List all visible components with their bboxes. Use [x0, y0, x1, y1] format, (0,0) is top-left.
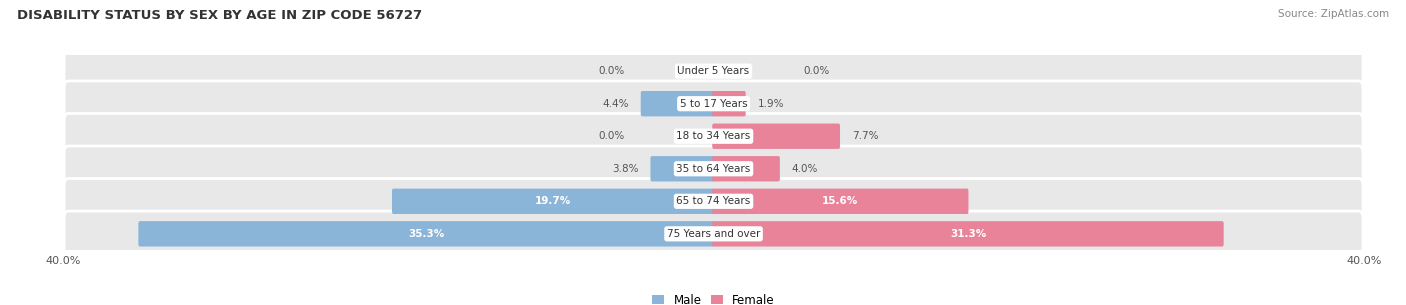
FancyBboxPatch shape	[65, 211, 1362, 257]
Text: 65 to 74 Years: 65 to 74 Years	[676, 196, 751, 206]
Text: 4.0%: 4.0%	[792, 164, 818, 174]
FancyBboxPatch shape	[138, 221, 714, 246]
Text: 3.8%: 3.8%	[612, 164, 638, 174]
FancyBboxPatch shape	[713, 188, 969, 214]
FancyBboxPatch shape	[65, 113, 1362, 159]
Text: 0.0%: 0.0%	[598, 66, 624, 76]
FancyBboxPatch shape	[651, 156, 714, 181]
FancyBboxPatch shape	[65, 81, 1362, 127]
Text: 35.3%: 35.3%	[409, 229, 444, 239]
Text: 5 to 17 Years: 5 to 17 Years	[679, 99, 748, 109]
Text: DISABILITY STATUS BY SEX BY AGE IN ZIP CODE 56727: DISABILITY STATUS BY SEX BY AGE IN ZIP C…	[17, 9, 422, 22]
Legend: Male, Female: Male, Female	[652, 294, 775, 305]
Text: 31.3%: 31.3%	[950, 229, 986, 239]
Text: 18 to 34 Years: 18 to 34 Years	[676, 131, 751, 141]
Text: 0.0%: 0.0%	[598, 131, 624, 141]
Text: 7.7%: 7.7%	[852, 131, 879, 141]
Text: Source: ZipAtlas.com: Source: ZipAtlas.com	[1278, 9, 1389, 19]
FancyBboxPatch shape	[713, 124, 839, 149]
FancyBboxPatch shape	[713, 156, 780, 181]
FancyBboxPatch shape	[65, 178, 1362, 224]
Text: 75 Years and over: 75 Years and over	[666, 229, 761, 239]
Text: 19.7%: 19.7%	[536, 196, 572, 206]
Text: 35 to 64 Years: 35 to 64 Years	[676, 164, 751, 174]
FancyBboxPatch shape	[713, 91, 745, 117]
Text: Under 5 Years: Under 5 Years	[678, 66, 749, 76]
Text: 0.0%: 0.0%	[803, 66, 830, 76]
FancyBboxPatch shape	[65, 48, 1362, 94]
FancyBboxPatch shape	[641, 91, 714, 117]
FancyBboxPatch shape	[392, 188, 714, 214]
Text: 4.4%: 4.4%	[603, 99, 628, 109]
FancyBboxPatch shape	[65, 146, 1362, 192]
Text: 1.9%: 1.9%	[758, 99, 785, 109]
FancyBboxPatch shape	[713, 221, 1223, 246]
Text: 15.6%: 15.6%	[823, 196, 859, 206]
